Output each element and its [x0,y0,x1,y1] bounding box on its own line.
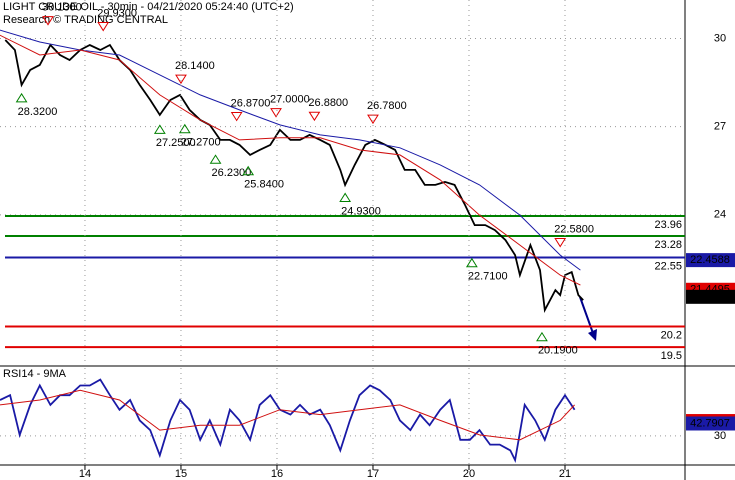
level-label: 22.55 [654,260,682,272]
low-marker [465,257,478,268]
y-tick-label: 27 [714,121,726,133]
series-line [0,34,581,286]
high-marker [270,108,282,118]
level-label: 23.96 [654,219,682,231]
high-marker [308,111,321,122]
price-tag-label: 42.7907 [690,417,730,429]
level-label: 23.28 [654,239,682,251]
series-line [0,29,581,271]
level-label: 19.5 [661,350,682,362]
high-marker [42,16,54,26]
high-label: 28.1400 [175,60,215,72]
low-label: 27.2500 [156,137,196,149]
x-tick-label: 17 [367,468,379,480]
low-label: 27.2700 [181,137,221,149]
high-marker [554,238,567,248]
low-label: 26.2300 [212,167,252,179]
low-marker [15,92,28,103]
low-marker [209,154,222,164]
forecast-arrowhead [588,329,597,341]
rsi-title: RSI14 - 9MA [3,368,67,380]
y-tick-label: 30 [714,430,726,442]
low-label: 20.1900 [538,345,578,357]
price-tag-label: 21.21 [696,291,724,303]
high-label: 26.8800 [308,97,348,109]
x-tick-label: 14 [79,468,91,480]
chart-subtitle: Research © TRADING CENTRAL [3,14,168,26]
forecast-arrow [579,296,595,337]
x-tick-label: 16 [271,468,283,480]
y-tick-label: 30 [714,32,726,44]
high-marker [230,111,243,122]
low-marker [242,165,255,176]
low-label: 22.7100 [468,271,508,283]
x-tick-label: 21 [559,468,571,480]
level-label: 20.2 [661,329,682,341]
high-label: 26.8700 [231,97,271,109]
x-tick-label: 20 [463,468,475,480]
price-tag [686,416,735,431]
price-tag [686,289,735,304]
price-tag-label: 22.4588 [690,254,730,266]
high-label: 26.7800 [367,100,407,112]
low-marker [153,124,166,134]
price-tag [686,253,735,268]
low-marker [339,192,352,202]
low-label: 28.3200 [18,106,58,118]
high-label: 30.1300 [42,2,82,14]
series-line [0,389,575,441]
low-marker [178,123,191,134]
high-label: 27.0000 [270,94,310,106]
low-label: 25.8400 [244,179,284,191]
y-tick-label: 24 [714,209,726,221]
high-marker [97,22,110,32]
x-tick-label: 15 [175,468,187,480]
chart-title: LIGHT CRUDE OIL - 30min - 04/21/2020 05:… [3,1,294,13]
low-marker [536,331,548,342]
low-label: 24.9300 [341,205,381,217]
high-label: 29.9300 [97,7,137,19]
high-label: 22.5800 [554,223,594,235]
series-line [4,39,584,313]
